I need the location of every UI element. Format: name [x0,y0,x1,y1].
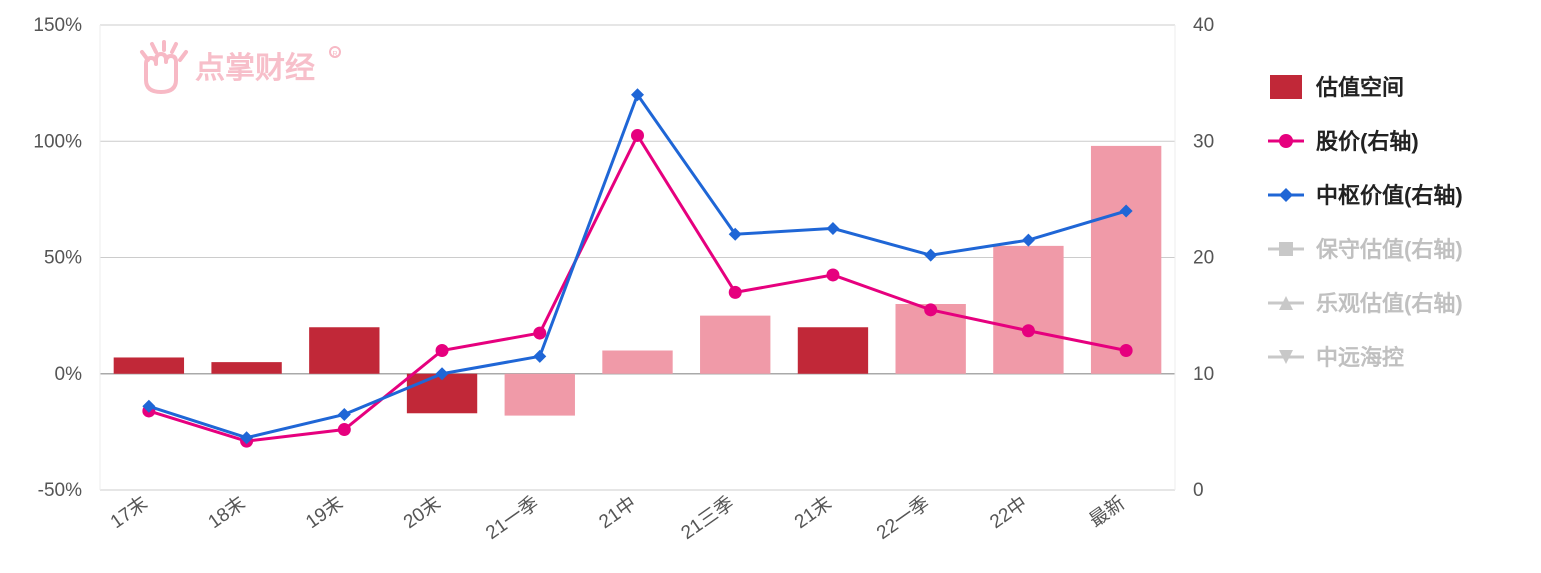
y-left-tick-label: 150% [33,15,82,36]
bar [700,316,770,374]
legend-label: 中枢价值(右轴) [1316,183,1463,208]
marker-circle [826,268,839,281]
y-left-tick-label: 50% [44,248,82,269]
marker-circle [1279,134,1293,148]
bar [309,327,379,374]
valuation-chart: -50%0%50%100%150%010203040点掌财经R17末18末19末… [0,0,1541,573]
watermark-text: 点掌财经 [195,51,315,85]
y-left-tick-label: 0% [55,364,83,385]
y-right-tick-label: 10 [1193,364,1214,385]
legend-label: 估值空间 [1315,75,1404,100]
legend-label: 股价(右轴) [1316,129,1419,154]
marker-circle [631,129,644,142]
y-right-tick-label: 20 [1193,248,1214,269]
y-right-tick-label: 0 [1193,480,1204,501]
bar [1091,146,1161,374]
legend-label: 保守估值(右轴) [1315,237,1463,262]
y-right-tick-label: 40 [1193,15,1214,36]
y-left-tick-label: -50% [38,480,82,501]
marker-circle [924,303,937,316]
marker-circle [533,327,546,340]
marker-circle [1120,344,1133,357]
marker-square [1279,242,1293,256]
chart-canvas: -50%0%50%100%150%010203040点掌财经R17末18末19末… [0,0,1541,573]
legend-label: 中远海控 [1316,345,1404,370]
bar [798,327,868,374]
marker-circle [338,423,351,436]
legend-label: 乐观估值(右轴) [1316,291,1463,316]
marker-circle [1022,324,1035,337]
marker-circle [729,286,742,299]
y-right-tick-label: 30 [1193,131,1214,152]
y-left-tick-label: 100% [33,131,82,152]
marker-circle [436,344,449,357]
bar [602,351,672,374]
legend-swatch [1270,75,1302,99]
bar [211,362,281,374]
bar [505,374,575,416]
bar [114,357,184,373]
svg-text:R: R [332,51,337,58]
bar [993,246,1063,374]
